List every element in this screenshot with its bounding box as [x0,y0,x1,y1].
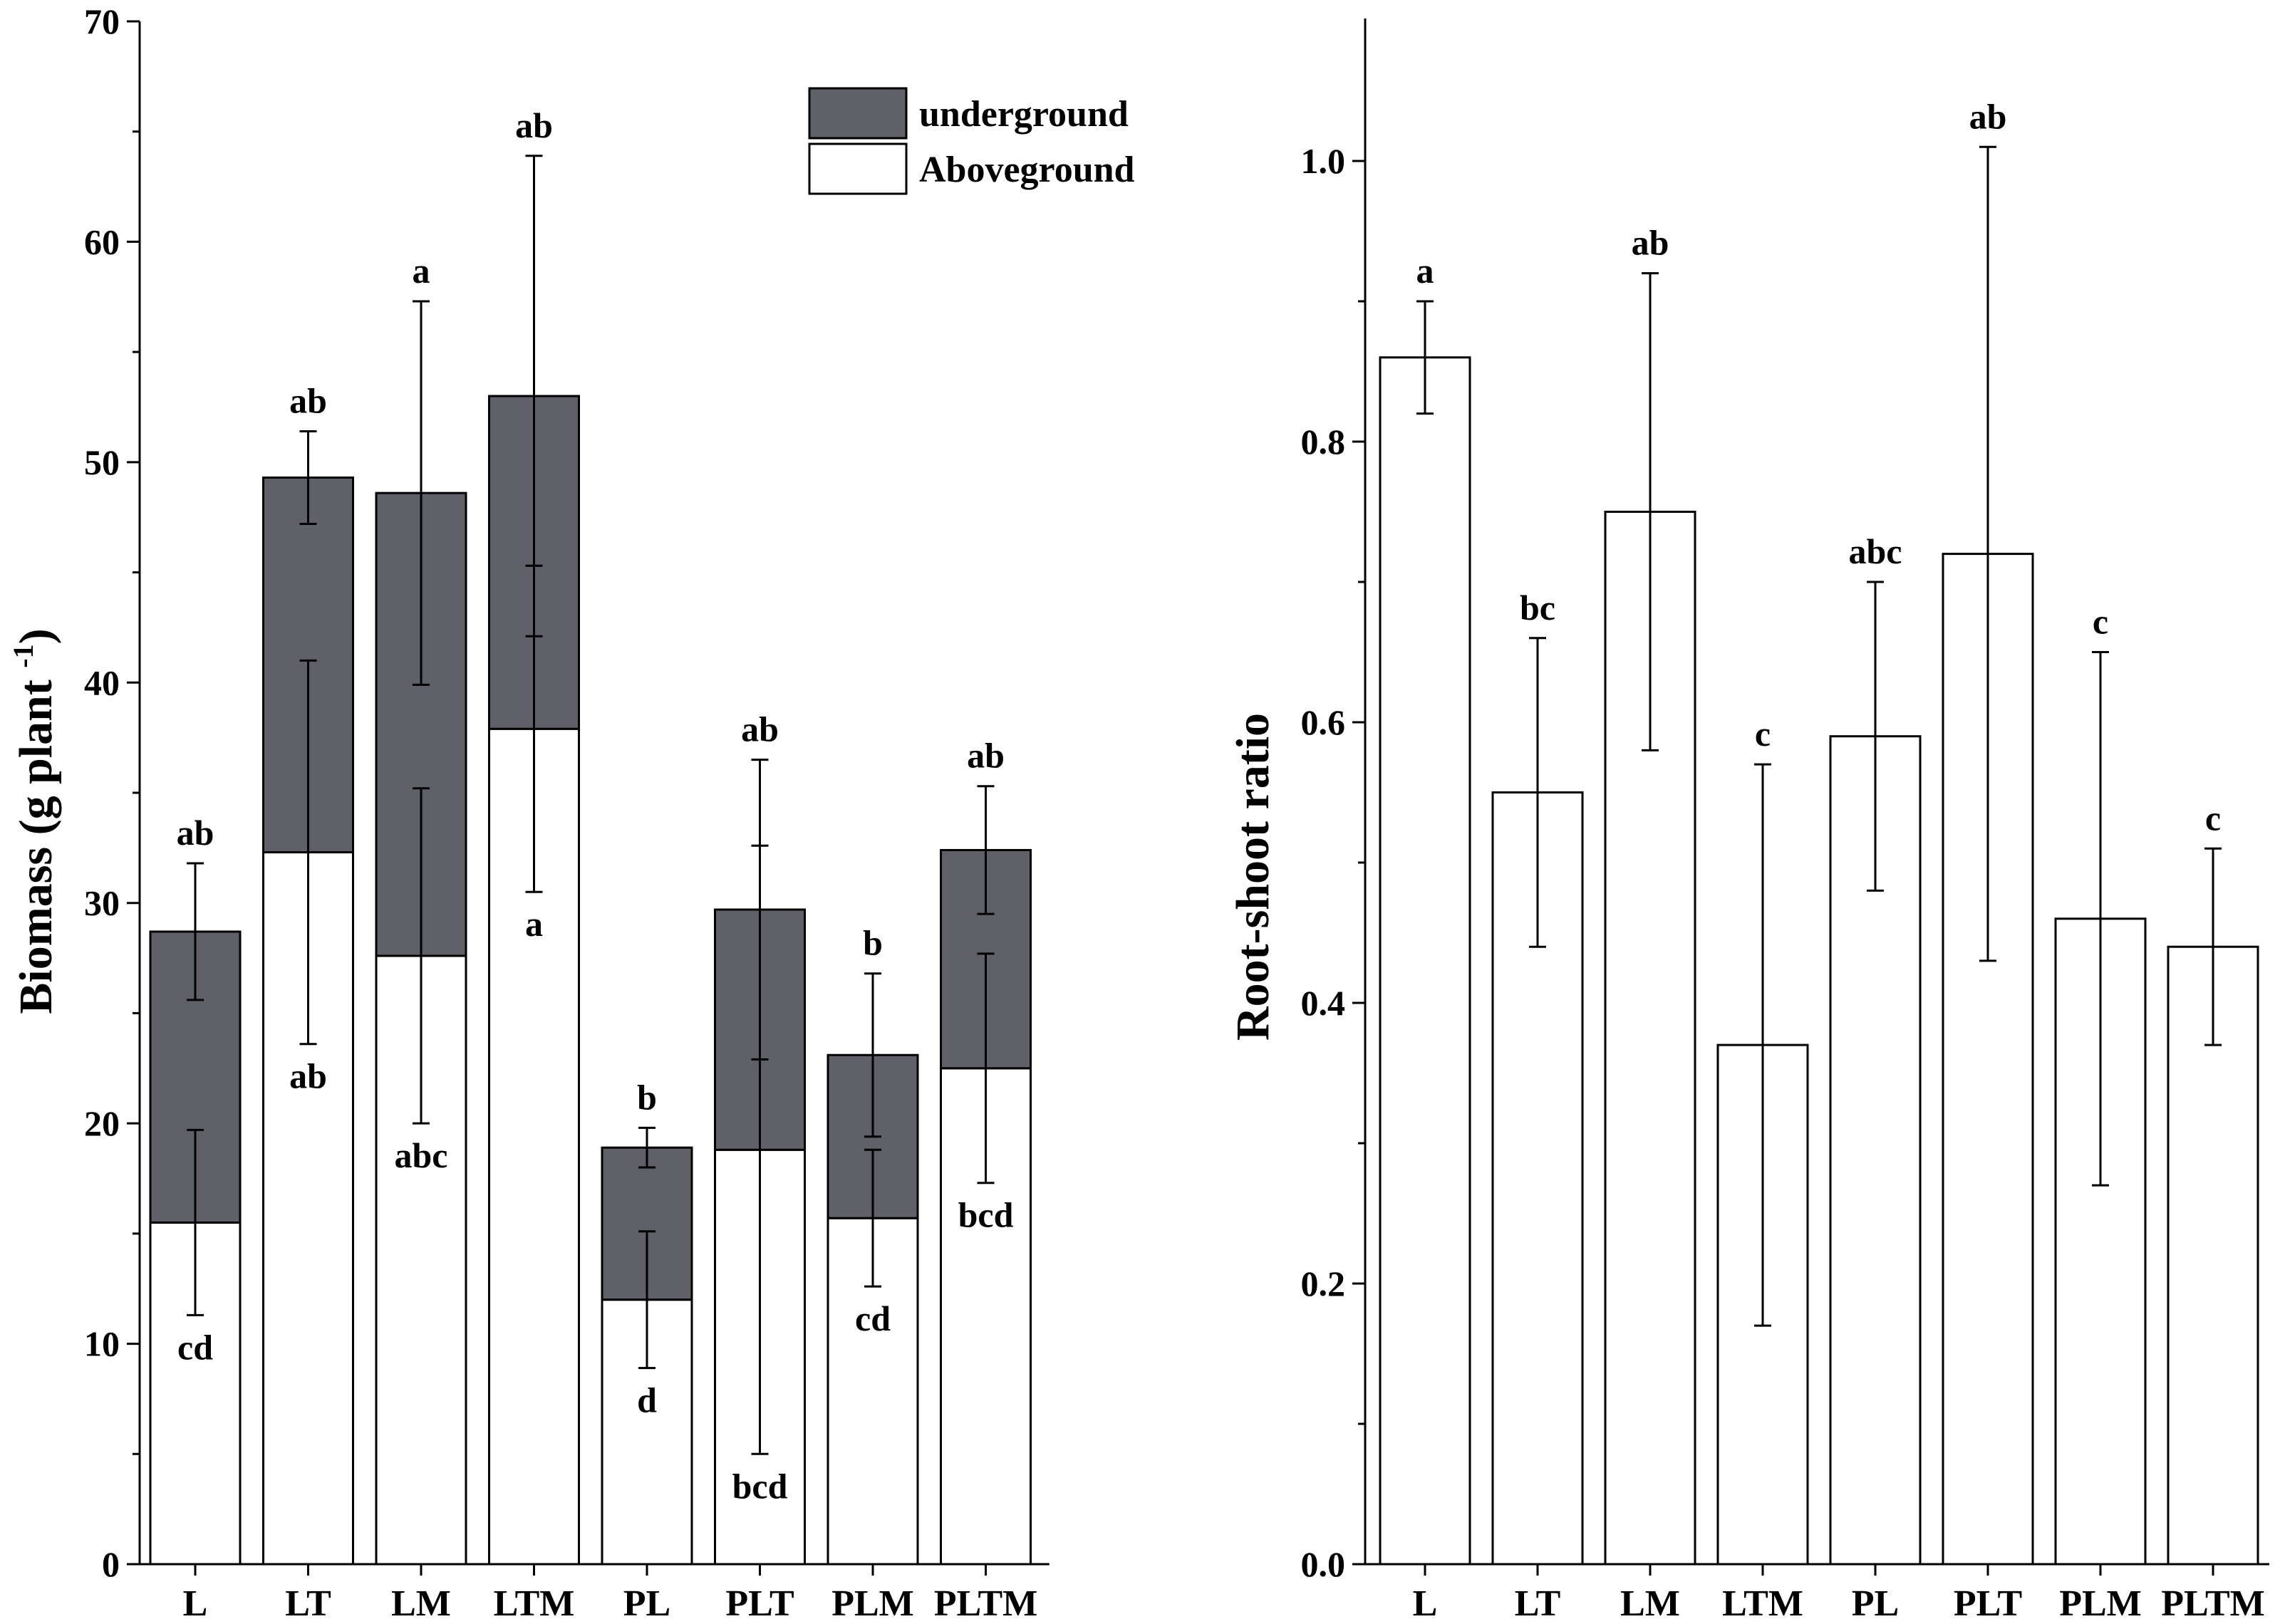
x-tick-label: LTM [1722,1583,1803,1624]
letter-root-shoot: a [1416,251,1434,291]
letter-root-shoot: ab [1969,96,2007,136]
letter-underground: ab [967,736,1005,776]
y-axis-label-superscript: -1 [7,644,39,667]
x-tick-label: LTM [494,1583,575,1624]
x-tick-label: PLTM [934,1583,1037,1624]
x-tick-label: L [1413,1583,1438,1624]
legend-swatch-aboveground [808,142,908,195]
y-tick-label: 1.0 [1301,141,1346,181]
y-tick-label: 0.0 [1301,1544,1346,1584]
x-tick-label: PLM [2059,1583,2142,1624]
x-tick-label: LT [285,1583,331,1624]
x-tick-label: PLM [831,1583,914,1624]
y-tick-label: 20 [84,1103,120,1143]
letter-root-shoot: c [2093,602,2108,642]
letter-root-shoot: ab [1632,223,1669,263]
y-tick-label: 30 [84,883,120,923]
y-tick-label: 0.2 [1301,1264,1346,1303]
y-axis-label: Root-shoot ratio [1227,713,1279,1041]
letter-aboveground: ab [289,1056,327,1096]
x-tick-label: LM [1620,1583,1680,1624]
letter-root-shoot: c [1755,714,1771,754]
letter-underground: ab [515,105,553,145]
bar-root-shoot [1379,356,1471,1566]
letter-aboveground: abc [395,1135,448,1175]
x-tick-label: PLT [725,1583,794,1624]
y-tick-label: 0 [102,1544,120,1584]
y-tick-label: 0.6 [1301,702,1346,742]
letter-root-shoot: abc [1849,531,1902,571]
legend-label-aboveground: Aboveground [919,150,1135,190]
x-tick-label: LT [1515,1583,1561,1624]
y-tick-label: 70 [84,1,120,41]
letter-underground: a [413,251,430,291]
letter-underground: ab [177,813,214,853]
letter-underground: b [637,1077,657,1117]
letter-aboveground: cd [177,1327,213,1367]
y-axis-label: Biomass (g plant -1) [7,628,62,1014]
y-tick-label: 0.8 [1301,422,1346,462]
letter-aboveground: bcd [732,1466,788,1506]
y-axis-label-main: Biomass (g plant [10,668,62,1014]
y-tick-label: 40 [84,662,120,702]
letter-aboveground: bcd [958,1195,1014,1235]
letter-aboveground: d [637,1380,657,1420]
letter-underground: ab [741,709,779,749]
letter-aboveground: a [525,904,543,944]
x-tick-label: PLTM [2161,1583,2264,1624]
letter-underground: b [863,923,883,963]
x-tick-label: PL [623,1583,670,1624]
bar-root-shoot [2167,945,2259,1566]
y-axis-label-close: ) [10,628,62,644]
y-tick-label: 50 [84,442,120,482]
letter-underground: ab [289,381,327,421]
biomass-chart: abcdababaabcababdabbcdbcdabbcd0102030405… [7,1,1135,1624]
legend-swatch-underground [808,87,908,140]
y-tick-label: 10 [84,1324,120,1364]
y-tick-label: 0.4 [1301,983,1346,1023]
letter-root-shoot: c [2205,798,2221,838]
x-tick-label: PL [1852,1583,1899,1624]
letter-aboveground: cd [855,1298,891,1338]
x-tick-label: L [183,1583,208,1624]
x-tick-label: PLT [1954,1583,2022,1624]
legend: underground Aboveground [808,87,1135,195]
y-tick-label: 60 [84,222,120,261]
letter-root-shoot: bc [1520,588,1555,628]
legend-label-underground: underground [919,94,1129,135]
x-tick-label: LM [391,1583,451,1624]
